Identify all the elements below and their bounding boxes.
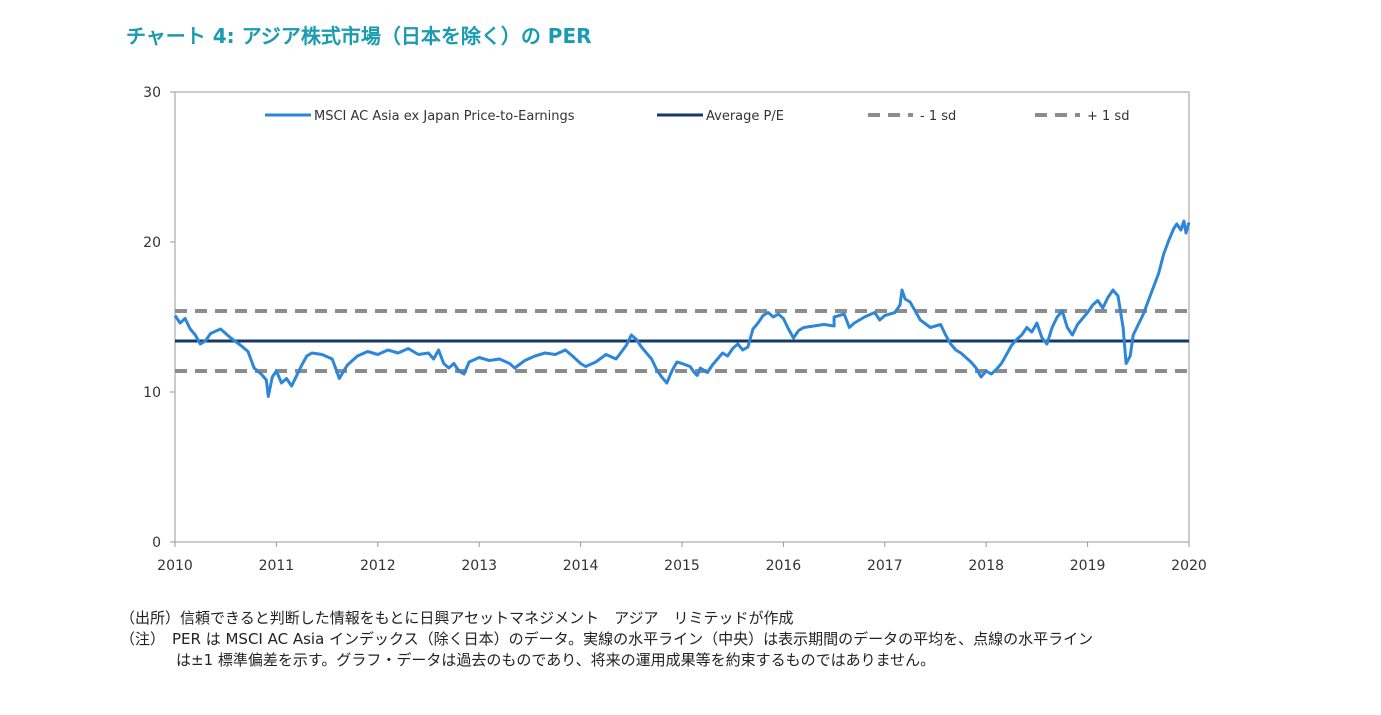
x-tick-label: 2020 (1171, 558, 1207, 574)
plot-frame (174, 91, 1190, 543)
y-tick-label: 20 (143, 235, 161, 251)
y-tick-label: 30 (143, 85, 161, 101)
x-tick-label: 2010 (157, 558, 193, 574)
footnotes: （出所） 信頼できると判断した情報をもとに日興アセットマネジメント アジア リミテ… (120, 608, 1093, 671)
x-tick-label: 2014 (563, 558, 599, 574)
x-axis: 2010 2011 2012 2013 2014 2015 2016 2017 2018 2019… (157, 542, 1207, 574)
chart-title: チャート 4: アジア株式市場（日本を除く）の PER (126, 24, 592, 48)
pe-line-chart: 0 10 20 30 2010 2011 2012 2013 2014 2015 2016 2017… (143, 85, 1207, 574)
method-note: （注） PER は MSCI AC Asia インデックス（除く日本）のデータ。実… (120, 629, 1093, 650)
x-tick-label: 2016 (766, 558, 802, 574)
x-tick-label: 2017 (867, 558, 903, 574)
x-tick-label: 2013 (461, 558, 497, 574)
note-line-2: は±1 標準偏差を示す。グラフ・データは過去のものであり、将来の運用成果等を約束… (176, 651, 936, 669)
x-tick-label: 2012 (360, 558, 396, 574)
y-tick-label: 10 (143, 385, 161, 401)
legend-label: + 1 sd (1087, 109, 1129, 124)
series-layer (173, 219, 1191, 398)
legend-label: Average P/E (706, 109, 784, 124)
legend-label: - 1 sd (920, 109, 956, 124)
x-tick-label: 2019 (1070, 558, 1106, 574)
x-tick-label: 2015 (664, 558, 700, 574)
note-line-1: PER は MSCI AC Asia インデックス（除く日本）のデータ。実線の水… (172, 630, 1094, 648)
source-note: （出所） 信頼できると判断した情報をもとに日興アセットマネジメント アジア リミテ… (120, 608, 1093, 629)
y-axis: 0 10 20 30 (143, 85, 175, 551)
source-prefix: （出所） (120, 609, 181, 627)
y-tick-label: 0 (152, 535, 161, 551)
pe-series-line (173, 219, 1191, 398)
legend-label: MSCI AC Asia ex Japan Price-to-Earnings (314, 109, 575, 124)
note-prefix: （注） (120, 630, 166, 648)
source-text: 信頼できると判断した情報をもとに日興アセットマネジメント アジア リミテッドが作… (180, 609, 794, 627)
legend: MSCI AC Asia ex Japan Price-to-Earnings A… (265, 109, 1129, 124)
x-tick-label: 2011 (259, 558, 295, 574)
x-tick-label: 2018 (968, 558, 1004, 574)
